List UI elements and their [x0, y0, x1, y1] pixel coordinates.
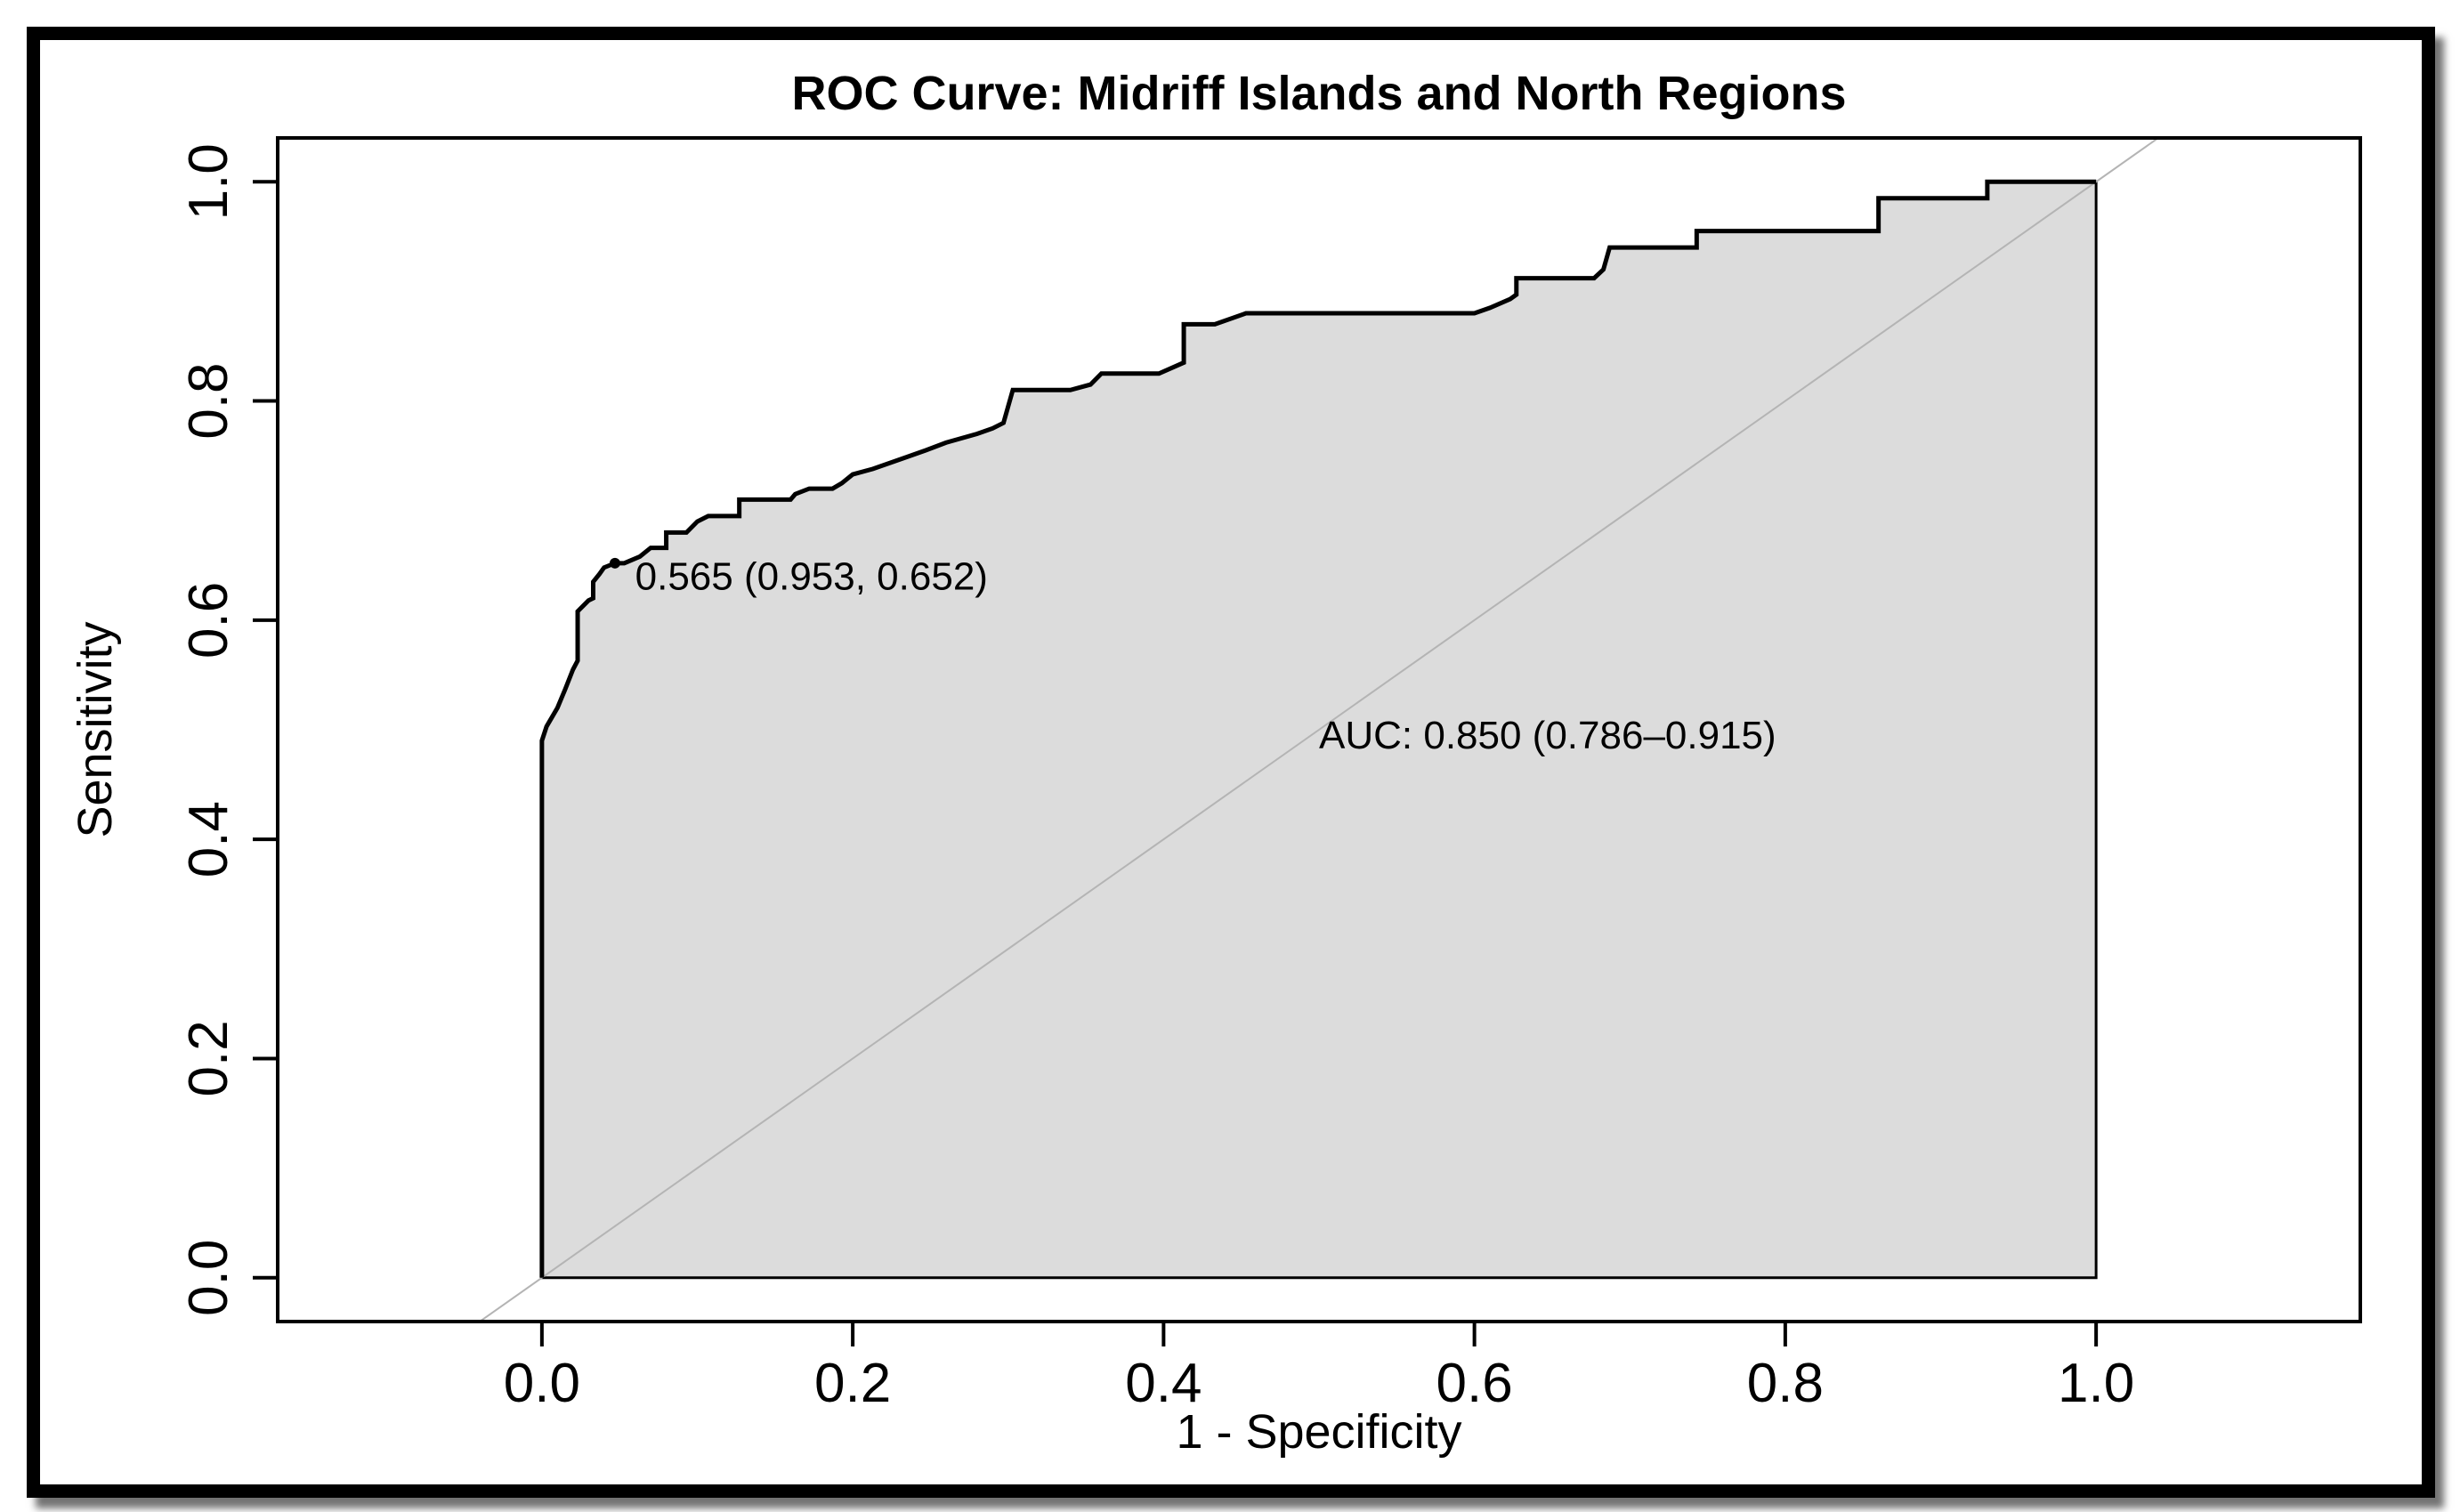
y-tick-label: 0.2 — [178, 1020, 239, 1096]
y-tick-label: 0.6 — [178, 582, 239, 659]
annotations: 0.565 (0.953, 0.652) AUC: 0.850 (0.786–0.… — [635, 554, 1776, 757]
chart-title: ROC Curve: Midriff Islands and North Reg… — [791, 67, 1846, 120]
x-tick-label: 0.4 — [1125, 1353, 1202, 1414]
roc-curve — [539, 179, 2097, 1278]
annotation-label: 0.565 (0.953, 0.652) — [635, 554, 988, 598]
figure-frame: ROC Curve: Midriff Islands and North Reg… — [27, 27, 2435, 1498]
y-tick-label: 0.4 — [178, 801, 239, 877]
x-tick-label: 0.6 — [1436, 1353, 1513, 1414]
reference-diagonal — [478, 138, 2160, 1322]
annotation-label: AUC: 0.850 (0.786–0.915) — [1319, 714, 1776, 757]
x-tick-label: 1.0 — [2058, 1353, 2134, 1414]
roc-chart: ROC Curve: Midriff Islands and North Reg… — [69, 67, 2362, 1459]
x-axis-title: 1 - Specificity — [1176, 1405, 1461, 1459]
y-tick-label: 1.0 — [178, 143, 239, 220]
plot-area — [478, 138, 2160, 1322]
x-tick-label: 0.0 — [504, 1353, 580, 1414]
y-tick-label: 0.0 — [178, 1240, 239, 1316]
y-axis: 0.0 0.2 0.4 0.6 0.8 1.0 — [178, 143, 279, 1316]
x-tick-label: 0.2 — [814, 1353, 891, 1414]
y-tick-label: 0.8 — [178, 362, 239, 439]
x-tick-label: 0.8 — [1747, 1353, 1824, 1414]
y-axis-title: Sensitivity — [69, 621, 122, 837]
x-axis: 0.0 0.2 0.4 0.6 0.8 1.0 — [504, 1320, 2134, 1414]
threshold-point — [609, 557, 620, 569]
